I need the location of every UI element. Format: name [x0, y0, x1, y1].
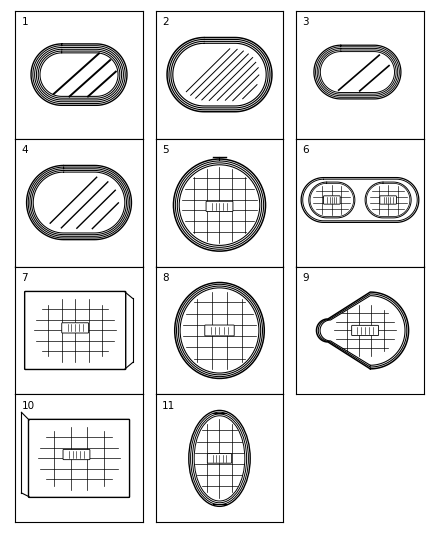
FancyBboxPatch shape [63, 449, 90, 459]
Text: 8: 8 [162, 273, 168, 283]
Text: 5: 5 [162, 145, 168, 155]
FancyBboxPatch shape [62, 323, 88, 333]
FancyBboxPatch shape [207, 454, 231, 463]
Text: 4: 4 [21, 145, 28, 155]
FancyBboxPatch shape [379, 196, 396, 204]
Text: 11: 11 [162, 401, 175, 411]
FancyBboxPatch shape [323, 196, 339, 204]
Text: 1: 1 [21, 17, 28, 27]
FancyBboxPatch shape [205, 201, 233, 212]
Text: 6: 6 [302, 145, 308, 155]
Text: 10: 10 [21, 401, 35, 411]
Text: 2: 2 [162, 17, 168, 27]
FancyBboxPatch shape [351, 325, 378, 336]
FancyBboxPatch shape [204, 325, 234, 336]
Text: 3: 3 [302, 17, 308, 27]
Text: 9: 9 [302, 273, 308, 283]
Text: 7: 7 [21, 273, 28, 283]
